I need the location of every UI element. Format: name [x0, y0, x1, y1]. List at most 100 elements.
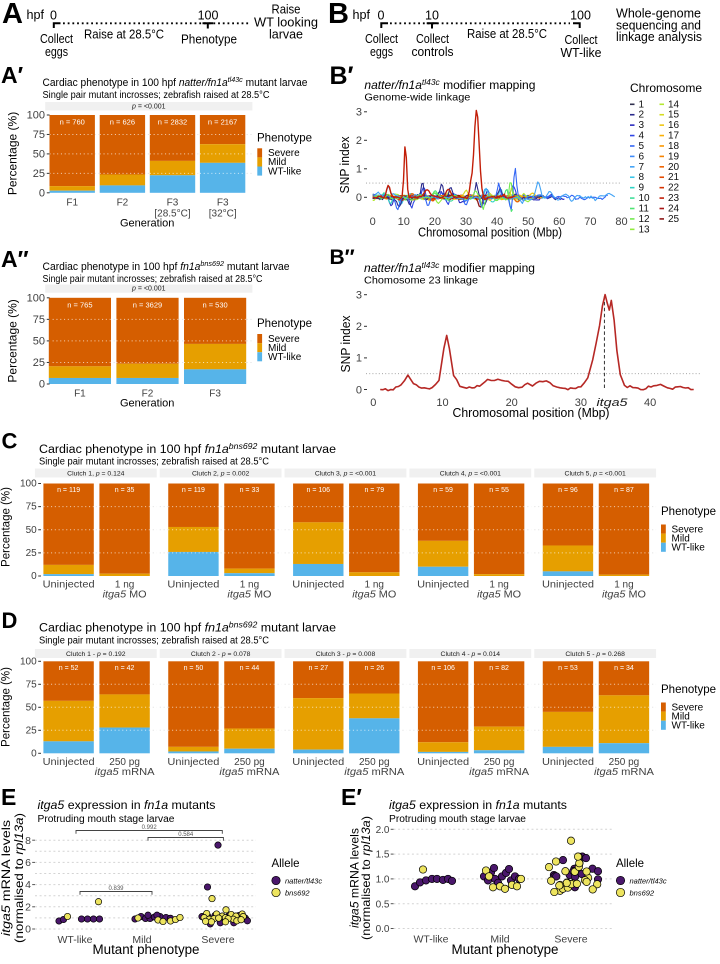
svg-text:F3: F3	[209, 389, 221, 400]
svg-text:Raise: Raise	[272, 3, 301, 17]
svg-text:n = 765: n = 765	[67, 300, 92, 309]
svg-text:0: 0	[370, 397, 376, 409]
svg-text:8: 8	[25, 835, 31, 847]
svg-text:0: 0	[31, 571, 37, 582]
svg-text:(normalised to rpl13a): (normalised to rpl13a)	[359, 816, 373, 940]
svg-text:Uninjected: Uninjected	[542, 757, 594, 768]
svg-text:n = 3629: n = 3629	[133, 300, 162, 309]
svg-text:1 ng: 1 ng	[240, 580, 259, 591]
svg-text:Clutch 4 - p = 0.014: Clutch 4 - p = 0.014	[441, 651, 501, 658]
svg-text:WT-like: WT-like	[414, 934, 449, 946]
svg-text:1: 1	[639, 99, 645, 110]
svg-text:F1: F1	[66, 198, 78, 209]
svg-text:Mild: Mild	[672, 533, 690, 544]
svg-text:100: 100	[20, 479, 37, 490]
svg-text:Uninjected: Uninjected	[292, 580, 344, 591]
svg-text:itga5 mRNA levels: itga5 mRNA levels	[348, 828, 362, 928]
svg-text:eggs: eggs	[45, 45, 68, 59]
svg-text:E: E	[1, 784, 16, 810]
svg-text:itga5 MO: itga5 MO	[103, 590, 147, 601]
svg-text:Mutant phenotype: Mutant phenotype	[452, 942, 559, 957]
svg-text:1: 1	[356, 164, 362, 176]
svg-text:10: 10	[398, 216, 410, 228]
svg-text:25: 25	[33, 168, 45, 180]
svg-text:Uninjected: Uninjected	[542, 580, 594, 591]
svg-text:60: 60	[553, 216, 565, 228]
svg-text:7: 7	[639, 162, 645, 173]
svg-text:0: 0	[356, 192, 362, 204]
svg-text:4: 4	[639, 131, 645, 142]
svg-text:Generation: Generation	[120, 218, 174, 230]
svg-text:22: 22	[668, 183, 680, 194]
svg-text:Clutch 4, p = <0.001: Clutch 4, p = <0.001	[440, 471, 501, 478]
svg-text:n = 119: n = 119	[57, 487, 80, 494]
svg-text:Phenotype: Phenotype	[181, 33, 237, 47]
svg-text:Raise at 28.5°C: Raise at 28.5°C	[467, 27, 547, 41]
svg-text:3: 3	[639, 120, 645, 131]
svg-text:Clutch 1, p = 0.124: Clutch 1, p = 0.124	[67, 471, 124, 478]
svg-text:n = 44: n = 44	[240, 665, 260, 672]
svg-text:controls: controls	[412, 45, 454, 59]
svg-text:[28.5°C]: [28.5°C]	[154, 209, 190, 220]
svg-text:0: 0	[31, 748, 37, 759]
svg-text:2: 2	[356, 135, 362, 147]
svg-text:E′: E′	[341, 784, 362, 810]
svg-text:n = 52: n = 52	[59, 665, 79, 672]
svg-text:21: 21	[668, 172, 680, 183]
svg-text:1: 1	[356, 353, 362, 365]
svg-text:Single pair mutant incrosses;: Single pair mutant incrosses; zebrafish …	[39, 636, 269, 647]
svg-text:Raise at 28.5°C: Raise at 28.5°C	[84, 28, 164, 42]
svg-text:Mild: Mild	[268, 343, 286, 354]
svg-text:Phenotype: Phenotype	[661, 682, 716, 696]
svg-text:Severe: Severe	[201, 934, 234, 946]
svg-text:n = 106: n = 106	[431, 665, 455, 672]
svg-text:9: 9	[639, 183, 645, 194]
svg-text:13: 13	[639, 224, 651, 235]
svg-text:Mild: Mild	[268, 157, 286, 168]
svg-text:itga5 expression in fn1a mutan: itga5 expression in fn1a mutants	[38, 798, 216, 812]
svg-text:100: 100	[198, 9, 219, 23]
svg-text:250 pg: 250 pg	[109, 757, 140, 768]
svg-text:14: 14	[668, 99, 680, 110]
svg-text:D: D	[2, 608, 18, 633]
svg-text:hpf: hpf	[353, 8, 371, 22]
svg-text:0: 0	[370, 216, 376, 228]
svg-text:Cardiac phenotype in 100 hpf f: Cardiac phenotype in 100 hpf fn1abns692 …	[39, 442, 336, 457]
svg-text:100: 100	[27, 110, 45, 122]
svg-text:Severe: Severe	[554, 934, 587, 946]
svg-text:Protruding mouth stage larvae: Protruding mouth stage larvae	[389, 814, 526, 825]
svg-text:100: 100	[27, 292, 45, 304]
svg-text:F3: F3	[167, 198, 179, 209]
svg-text:Mutant phenotype: Mutant phenotype	[93, 942, 200, 957]
svg-text:itga5 MO: itga5 MO	[602, 590, 646, 601]
svg-text:16: 16	[668, 120, 680, 131]
svg-text:3: 3	[356, 290, 362, 302]
svg-text:Phenotype: Phenotype	[257, 316, 312, 330]
svg-text:30: 30	[575, 397, 587, 409]
svg-text:n = 106: n = 106	[306, 487, 330, 494]
svg-text:Mild: Mild	[672, 711, 690, 722]
svg-text:n = 34: n = 34	[614, 665, 634, 672]
svg-text:natter/tl43c: natter/tl43c	[285, 877, 322, 886]
svg-text:2.0: 2.0	[376, 825, 390, 836]
svg-text:0.839: 0.839	[108, 886, 124, 892]
svg-text:Chromosomal position (Mbp): Chromosomal position (Mbp)	[418, 226, 562, 240]
svg-text:p = <0.001: p = <0.001	[131, 104, 166, 111]
svg-text:itga5 mRNA: itga5 mRNA	[344, 767, 404, 778]
svg-text:n = 530: n = 530	[202, 300, 227, 309]
svg-text:n = 626: n = 626	[110, 118, 135, 127]
svg-text:itga5 MO: itga5 MO	[227, 590, 271, 601]
svg-text:10: 10	[639, 193, 651, 204]
svg-text:n = 27: n = 27	[308, 665, 328, 672]
svg-text:80: 80	[615, 216, 627, 228]
svg-text:Chromosome: Chromosome	[630, 81, 702, 95]
svg-text:WT-like: WT-like	[268, 166, 302, 177]
svg-text:F3: F3	[217, 198, 229, 209]
svg-text:40: 40	[491, 216, 503, 228]
svg-text:19: 19	[668, 151, 680, 162]
svg-text:sequencing and: sequencing and	[616, 18, 701, 32]
svg-text:30: 30	[460, 216, 472, 228]
svg-text:100: 100	[570, 9, 591, 23]
svg-text:itga5 mRNA: itga5 mRNA	[594, 767, 654, 778]
svg-text:Clutch 5, p = <0.001: Clutch 5, p = <0.001	[565, 471, 626, 478]
